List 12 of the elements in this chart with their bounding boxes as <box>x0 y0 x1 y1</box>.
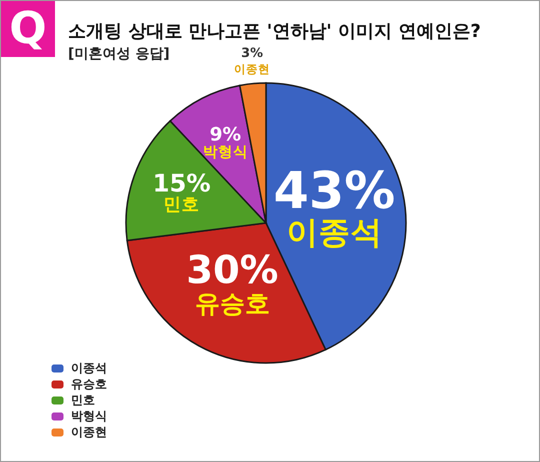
legend-label: 박형식 <box>71 408 107 425</box>
legend-label: 유승호 <box>71 376 107 393</box>
legend-label: 민호 <box>71 392 95 409</box>
text: Q <box>1 1 55 57</box>
slice-label: 이종현 <box>234 62 270 76</box>
chart-subtitle: [미혼여성 응답] <box>68 45 170 63</box>
chart-title: 소개팅 상대로 만나고픈 '연하남' 이미지 연예인은? <box>68 20 481 43</box>
legend-label: 이종현 <box>71 424 107 441</box>
data-label: 9% <box>210 124 242 146</box>
slice-label: 박형식 <box>202 144 248 160</box>
data-label: 3% <box>241 46 264 62</box>
legend-label: 이종석 <box>71 360 107 377</box>
